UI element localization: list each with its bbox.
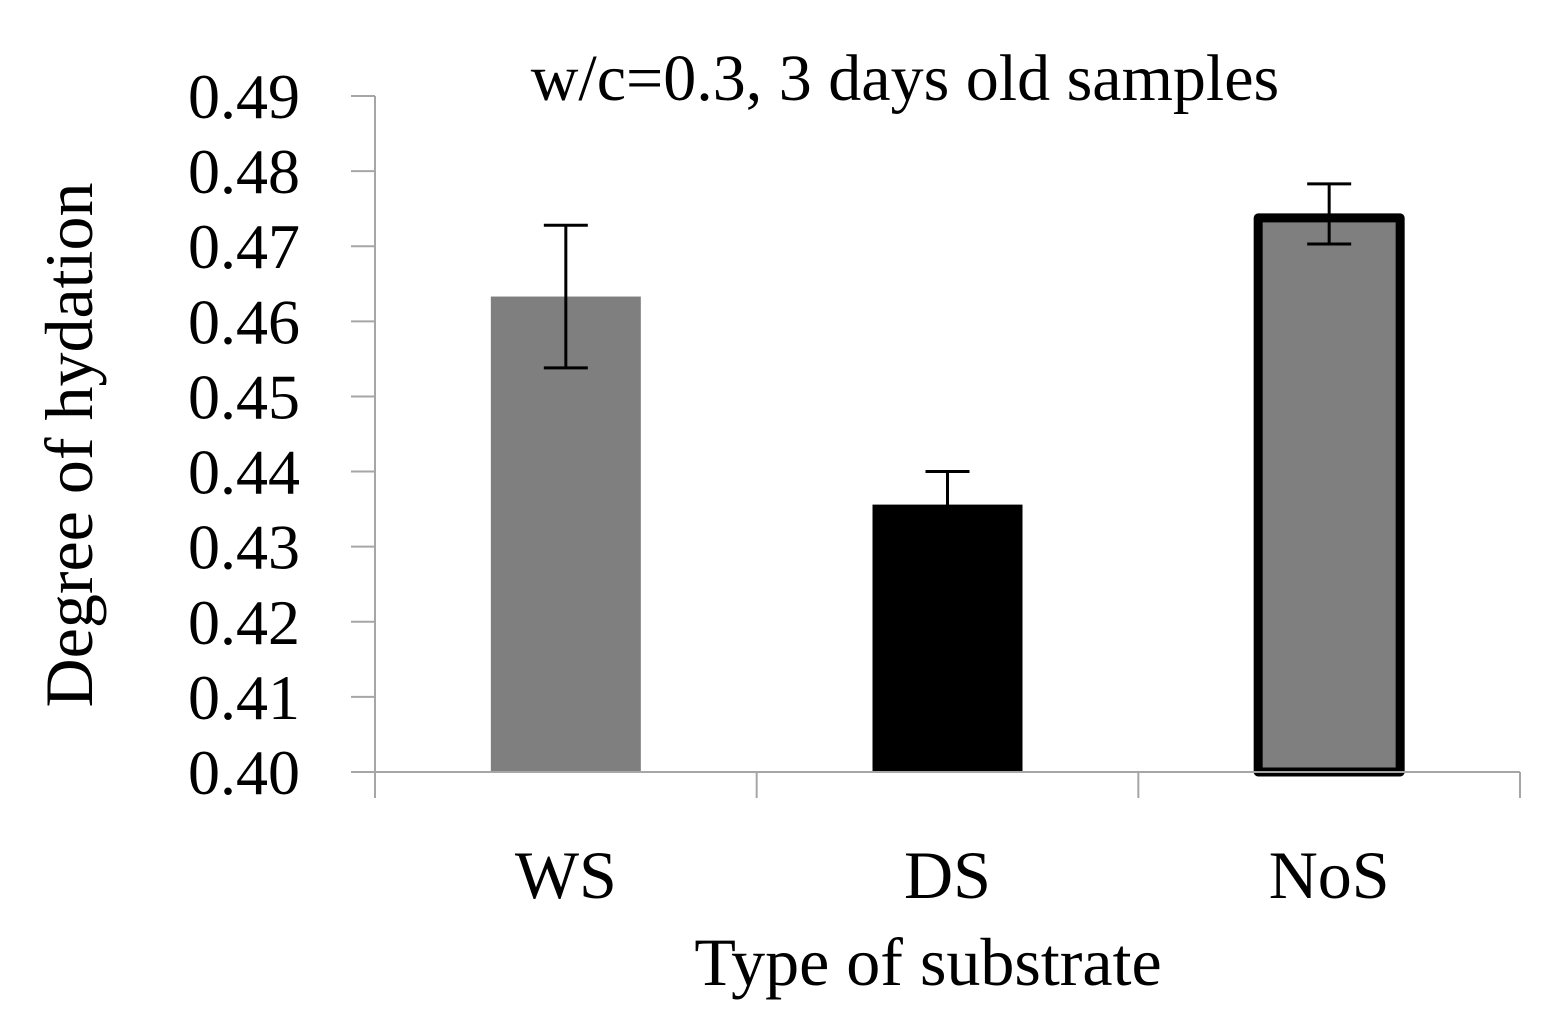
error-bar-ws [543,223,588,370]
x-category-label: NoS [1269,837,1390,913]
y-tick-label: 0.48 [188,136,300,207]
y-tick-label: 0.47 [188,211,300,282]
y-tick-label: 0.46 [188,286,300,357]
y-tick-label: 0.43 [188,512,300,583]
axes [351,96,1521,798]
x-axis-title: Type of substrate [694,924,1161,1000]
y-tick-label: 0.41 [188,662,300,733]
y-tick-label: 0.44 [188,437,300,508]
error-bar-ds [925,470,970,540]
error-bar-nos [1307,182,1352,246]
x-axis-category-labels: WS DS NoS [515,837,1390,913]
y-axis-ticks: 0.400.410.420.430.440.450.460.470.480.49 [188,61,375,808]
bars [490,213,1405,777]
chart-title: w/c=0.3, 3 days old samples [531,42,1279,115]
bar-ds [872,504,1023,772]
y-axis-title: Degree of hydation [31,183,107,708]
bar-nos [1253,213,1405,777]
y-tick-label: 0.49 [188,61,300,132]
y-tick-label: 0.42 [188,587,300,658]
x-category-label: WS [515,837,617,913]
error-bars [543,182,1352,540]
y-tick-label: 0.40 [188,737,300,808]
x-category-label: DS [904,837,991,913]
bar-ws [490,296,641,772]
y-tick-label: 0.45 [188,361,300,432]
